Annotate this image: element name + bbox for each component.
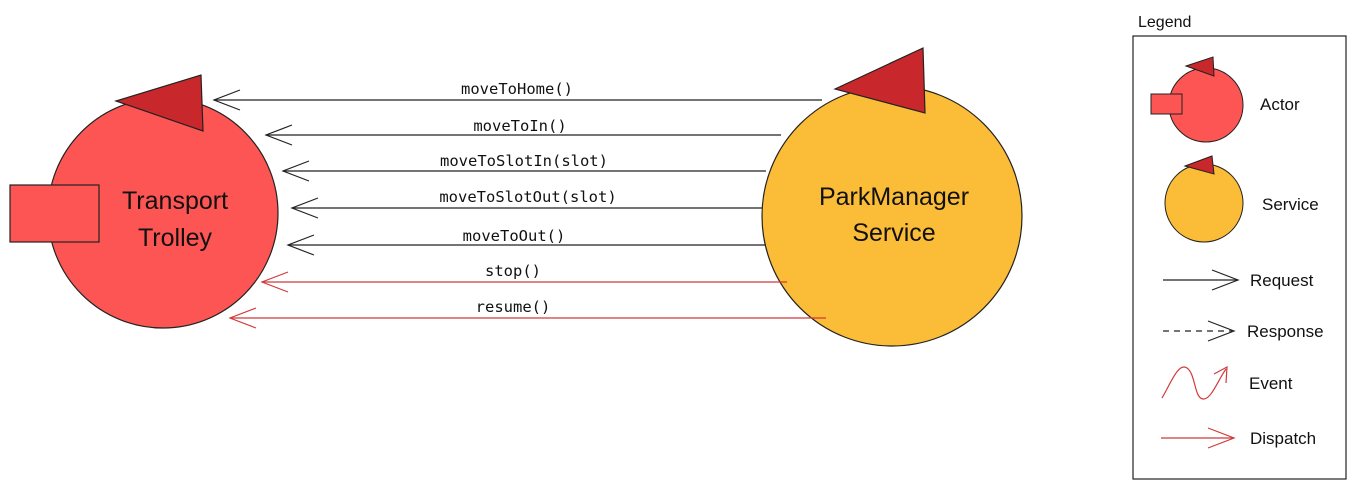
arrowhead-icon (281, 160, 310, 182)
arrowhead-icon (212, 89, 241, 111)
message-label: moveToHome() (461, 80, 573, 98)
arrowhead-icon (228, 307, 257, 329)
message-request-2[interactable]: moveToSlotIn(slot) (281, 152, 766, 182)
message-label: moveToIn() (473, 117, 566, 135)
service-flag-icon (833, 47, 926, 114)
legend-item-response: Response (1163, 320, 1324, 342)
arrowhead-icon (264, 124, 293, 146)
service-node[interactable]: ParkManager Service (761, 47, 1023, 347)
actor-flag-icon (114, 74, 204, 132)
legend-item-actor: Actor (1150, 56, 1300, 143)
legend-label-event: Event (1249, 374, 1293, 393)
message-request-4[interactable]: moveToOut() (286, 227, 766, 256)
service-circle (761, 85, 1023, 347)
message-request-3[interactable]: moveToSlotOut(slot) (290, 188, 762, 219)
legend-label-request: Request (1250, 271, 1314, 290)
legend-item-event: Event (1161, 365, 1293, 400)
message-dispatch-6[interactable]: resume() (228, 298, 826, 329)
arrowhead-icon (290, 197, 319, 219)
actor-port-box (9, 184, 100, 243)
legend-label-response: Response (1247, 322, 1324, 341)
legend-response-arrowhead-icon (1207, 320, 1236, 342)
legend-label-service: Service (1262, 195, 1319, 214)
legend-event-arrowhead-icon (1213, 365, 1228, 384)
legend-label-actor: Actor (1260, 95, 1300, 114)
message-label: stop() (485, 262, 541, 280)
legend-item-request: Request (1163, 269, 1314, 291)
legend-request-arrowhead-icon (1211, 269, 1240, 291)
service-label-line1: ParkManager (819, 183, 969, 211)
message-label: resume() (476, 298, 551, 316)
service-label-line2: Service (852, 219, 935, 247)
message-label: moveToSlotIn(slot) (440, 152, 608, 170)
message-label: moveToOut() (463, 227, 566, 245)
legend-event-wave-icon (1161, 366, 1227, 400)
actor-node[interactable]: Transport Trolley (9, 74, 279, 329)
arrowhead-icon (260, 271, 289, 293)
message-label: moveToSlotOut(slot) (439, 188, 616, 206)
legend-label-dispatch: Dispatch (1250, 429, 1316, 448)
legend-dispatch-arrowhead-icon (1207, 427, 1236, 449)
legend-item-dispatch: Dispatch (1161, 427, 1316, 449)
legend-actor-flag-icon (1184, 56, 1215, 77)
actor-label-line1: Transport (122, 187, 228, 215)
actor-label-line2: Trolley (138, 224, 213, 252)
arrowhead-icon (286, 234, 315, 256)
message-request-1[interactable]: moveToIn() (264, 117, 781, 146)
legend-title: Legend (1138, 14, 1191, 31)
legend-service-icon (1164, 163, 1244, 243)
legend: Legend Actor Service Request Response (1132, 14, 1347, 480)
message-request-0[interactable]: moveToHome() (212, 80, 822, 111)
legend-service-flag-icon (1183, 155, 1215, 175)
message-dispatch-5[interactable]: stop() (260, 262, 787, 293)
legend-actor-port-icon (1150, 93, 1183, 115)
legend-item-service: Service (1164, 155, 1319, 243)
